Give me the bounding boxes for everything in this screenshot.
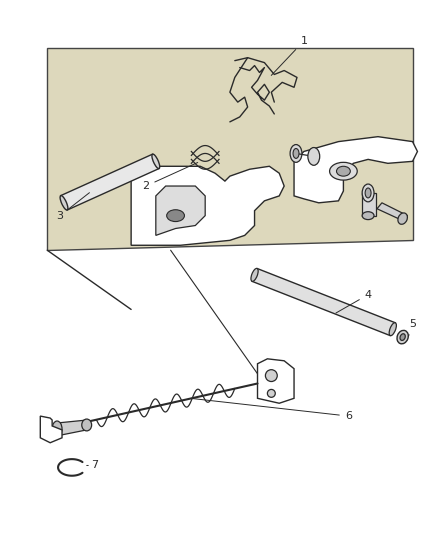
Ellipse shape [290, 144, 301, 163]
Ellipse shape [267, 390, 275, 397]
Ellipse shape [397, 213, 406, 224]
Ellipse shape [52, 421, 62, 437]
Polygon shape [40, 416, 62, 443]
Text: 6: 6 [193, 399, 351, 421]
Ellipse shape [81, 419, 92, 431]
Polygon shape [131, 166, 283, 245]
Ellipse shape [388, 322, 396, 336]
Ellipse shape [166, 209, 184, 222]
Polygon shape [47, 48, 412, 250]
Text: 2: 2 [142, 163, 197, 191]
Ellipse shape [293, 149, 298, 158]
Ellipse shape [152, 154, 159, 168]
Polygon shape [257, 359, 293, 403]
Text: 5: 5 [407, 319, 415, 336]
Ellipse shape [364, 188, 370, 198]
Ellipse shape [396, 330, 407, 344]
Polygon shape [293, 136, 417, 203]
Polygon shape [361, 193, 375, 216]
Ellipse shape [307, 148, 319, 165]
Text: 3: 3 [57, 192, 89, 221]
Text: 7: 7 [86, 461, 98, 471]
Ellipse shape [160, 206, 190, 225]
Polygon shape [251, 269, 394, 336]
Ellipse shape [399, 334, 404, 341]
Ellipse shape [329, 163, 357, 180]
Polygon shape [60, 154, 159, 210]
Ellipse shape [60, 196, 68, 210]
Ellipse shape [251, 269, 258, 281]
Polygon shape [57, 420, 86, 436]
Ellipse shape [336, 166, 350, 176]
Ellipse shape [265, 370, 277, 382]
Ellipse shape [361, 212, 373, 220]
Text: 4: 4 [335, 289, 371, 313]
Polygon shape [376, 203, 406, 221]
Polygon shape [155, 186, 205, 236]
Ellipse shape [361, 184, 373, 202]
Text: 1: 1 [271, 36, 307, 75]
